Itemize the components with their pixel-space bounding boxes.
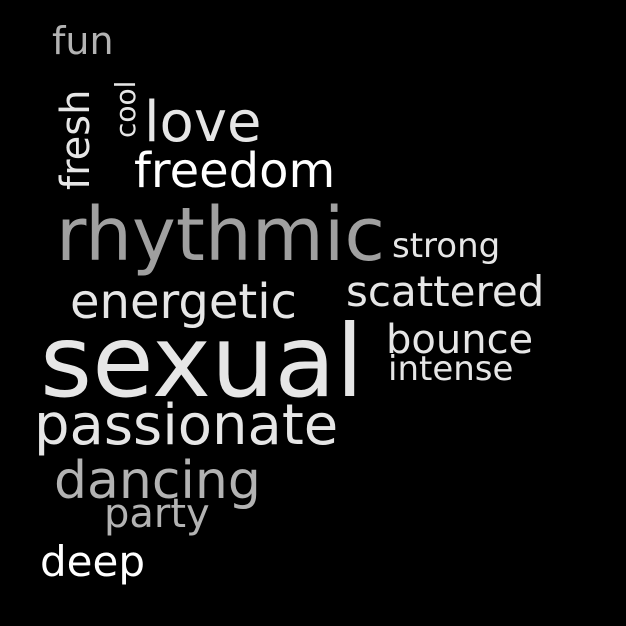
word-deep: deep bbox=[40, 537, 145, 586]
word-freedom: freedom bbox=[134, 143, 336, 199]
word-energetic: energetic bbox=[70, 274, 297, 330]
word-fresh: fresh bbox=[53, 89, 99, 190]
word-love: love bbox=[144, 90, 262, 155]
word-intense: intense bbox=[388, 349, 514, 389]
word-bounce: bounce bbox=[386, 317, 534, 363]
word-dancing: dancing bbox=[54, 451, 261, 511]
word-rhythmic: rhythmic bbox=[56, 192, 386, 278]
word-scattered: scattered bbox=[346, 267, 545, 316]
word-passionate: passionate bbox=[34, 393, 339, 458]
word-cool: cool bbox=[109, 80, 142, 138]
word-strong: strong bbox=[392, 226, 501, 266]
word-party: party bbox=[104, 491, 210, 537]
word-sexual: sexual bbox=[40, 303, 364, 420]
word-fun: fun bbox=[52, 19, 114, 63]
